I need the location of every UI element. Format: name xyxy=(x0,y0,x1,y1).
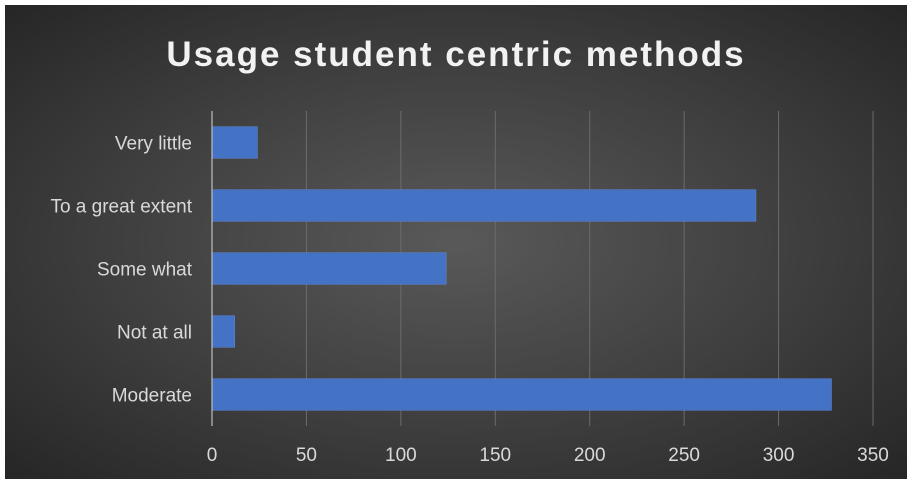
plot-area: 0 50 100 150 200 250 300 350 Very little To a gre… xyxy=(50,111,889,466)
x-tick-label: 100 xyxy=(385,445,417,466)
x-tick-label: 250 xyxy=(668,445,700,466)
category-label: Some what xyxy=(97,260,193,281)
category-label: Moderate xyxy=(112,386,192,407)
bar xyxy=(211,189,757,222)
x-tick-label: 350 xyxy=(857,445,889,466)
x-tick-label: 50 xyxy=(296,445,317,466)
category-label: Very little xyxy=(115,134,192,155)
bar xyxy=(211,126,258,159)
bar xyxy=(211,252,447,285)
chart-area: Usage student centric methods 0 50 100 150 2… xyxy=(5,5,907,479)
category-label: To a great extent xyxy=(50,197,192,218)
chart-title: Usage student centric methods xyxy=(166,35,746,74)
x-tick-label: 0 xyxy=(207,445,218,466)
x-tick-label: 200 xyxy=(574,445,606,466)
x-tick-label: 150 xyxy=(479,445,511,466)
bar xyxy=(211,315,235,348)
x-tick-label: 300 xyxy=(763,445,795,466)
bar xyxy=(211,378,832,411)
category-label: Not at all xyxy=(117,323,192,344)
